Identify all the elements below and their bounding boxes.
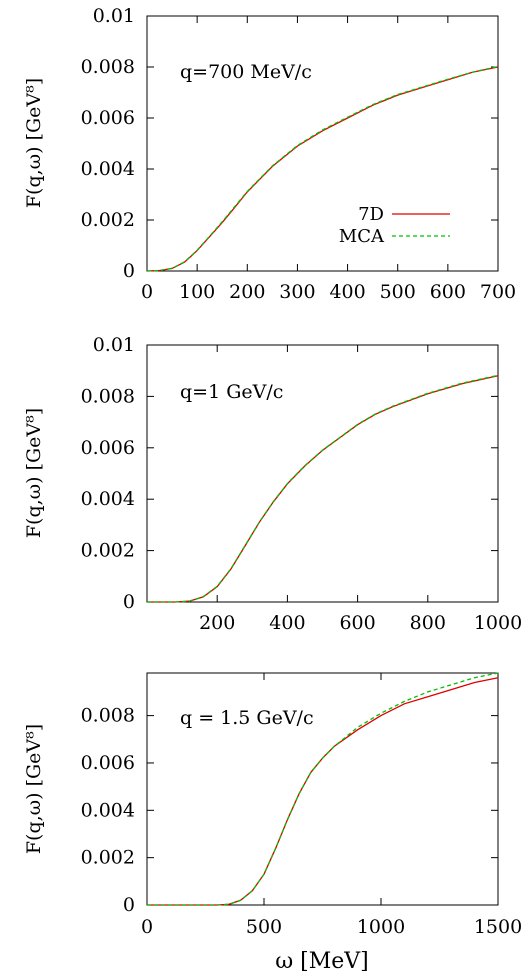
panel-1: 0 100 200 300 400 500 600 700 0 0.002 0.004 0.006 0.… (23, 5, 516, 303)
plot-frame (146, 672, 499, 906)
panel-annotation: q=700 MeV/c (180, 61, 312, 83)
legend-label: MCA (339, 226, 385, 247)
x-tick-label: 0 (141, 916, 153, 938)
y-axis-label: F(q,ω) [GeV⁸] (23, 408, 45, 538)
y-tick-label: 0.004 (81, 488, 135, 510)
y-tick-label: 0.006 (81, 107, 135, 129)
y-tick-label: 0.002 (81, 847, 135, 869)
series-line-mca (146, 65, 499, 272)
x-tick-label: 600 (339, 612, 375, 634)
x-tick-label: 0 (141, 281, 153, 303)
y-axis-label: F(q,ω) [GeV⁸] (23, 724, 45, 854)
y-tick-label: 0 (123, 260, 135, 282)
panel-3: 0 500 1000 1500 0 0.002 0.004 0.006 0.008 F(q,ω) … (23, 672, 522, 938)
x-tick-label: 1000 (474, 612, 522, 634)
series-line-7d (147, 375, 499, 603)
y-tick-label: 0.004 (81, 799, 135, 821)
y-tick-label: 0.002 (81, 540, 135, 562)
plot-frame (146, 344, 499, 603)
series-line-mca (147, 374, 499, 603)
x-tick-label: 100 (179, 281, 215, 303)
x-tick-label: 700 (480, 281, 516, 303)
series-line-7d (146, 66, 499, 272)
y-tick-label: 0.008 (81, 705, 135, 727)
y-tick-label: 0 (123, 894, 135, 916)
y-tick-label: 0.004 (81, 158, 135, 180)
x-tick-label: 1000 (357, 916, 405, 938)
x-tick-label: 200 (199, 612, 235, 634)
y-tick-label: 0.006 (81, 437, 135, 459)
x-tick-label: 400 (329, 281, 365, 303)
x-tick-label: 400 (269, 612, 305, 634)
x-axis-label: ω [MeV] (275, 949, 369, 974)
y-tick-label: 0 (123, 591, 135, 613)
plot-frame (146, 15, 499, 272)
x-tick-label: 500 (246, 916, 282, 938)
y-tick-label: 0.01 (93, 334, 135, 356)
x-tick-label: 200 (229, 281, 265, 303)
x-tick-label: 600 (430, 281, 466, 303)
x-tick-label: 300 (279, 281, 315, 303)
panel-annotation: q = 1.5 GeV/c (180, 707, 314, 729)
y-tick-label: 0.002 (81, 209, 135, 231)
y-tick-label: 0.008 (81, 56, 135, 78)
legend-label: 7D (358, 204, 384, 225)
x-tick-label: 1500 (474, 916, 522, 938)
panel-annotation: q=1 GeV/c (180, 381, 283, 403)
x-tick-label: 800 (410, 612, 446, 634)
panel-2: 200 400 600 800 1000 0 0.002 0.004 0.006 0.008 0.0… (23, 334, 522, 634)
y-tick-label: 0.008 (81, 385, 135, 407)
y-tick-label: 0.006 (81, 752, 135, 774)
x-tick-label: 500 (380, 281, 416, 303)
y-axis-label: F(q,ω) [GeV⁸] (23, 78, 45, 208)
series-line-mca (147, 672, 499, 906)
y-tick-label: 0.01 (93, 5, 135, 27)
